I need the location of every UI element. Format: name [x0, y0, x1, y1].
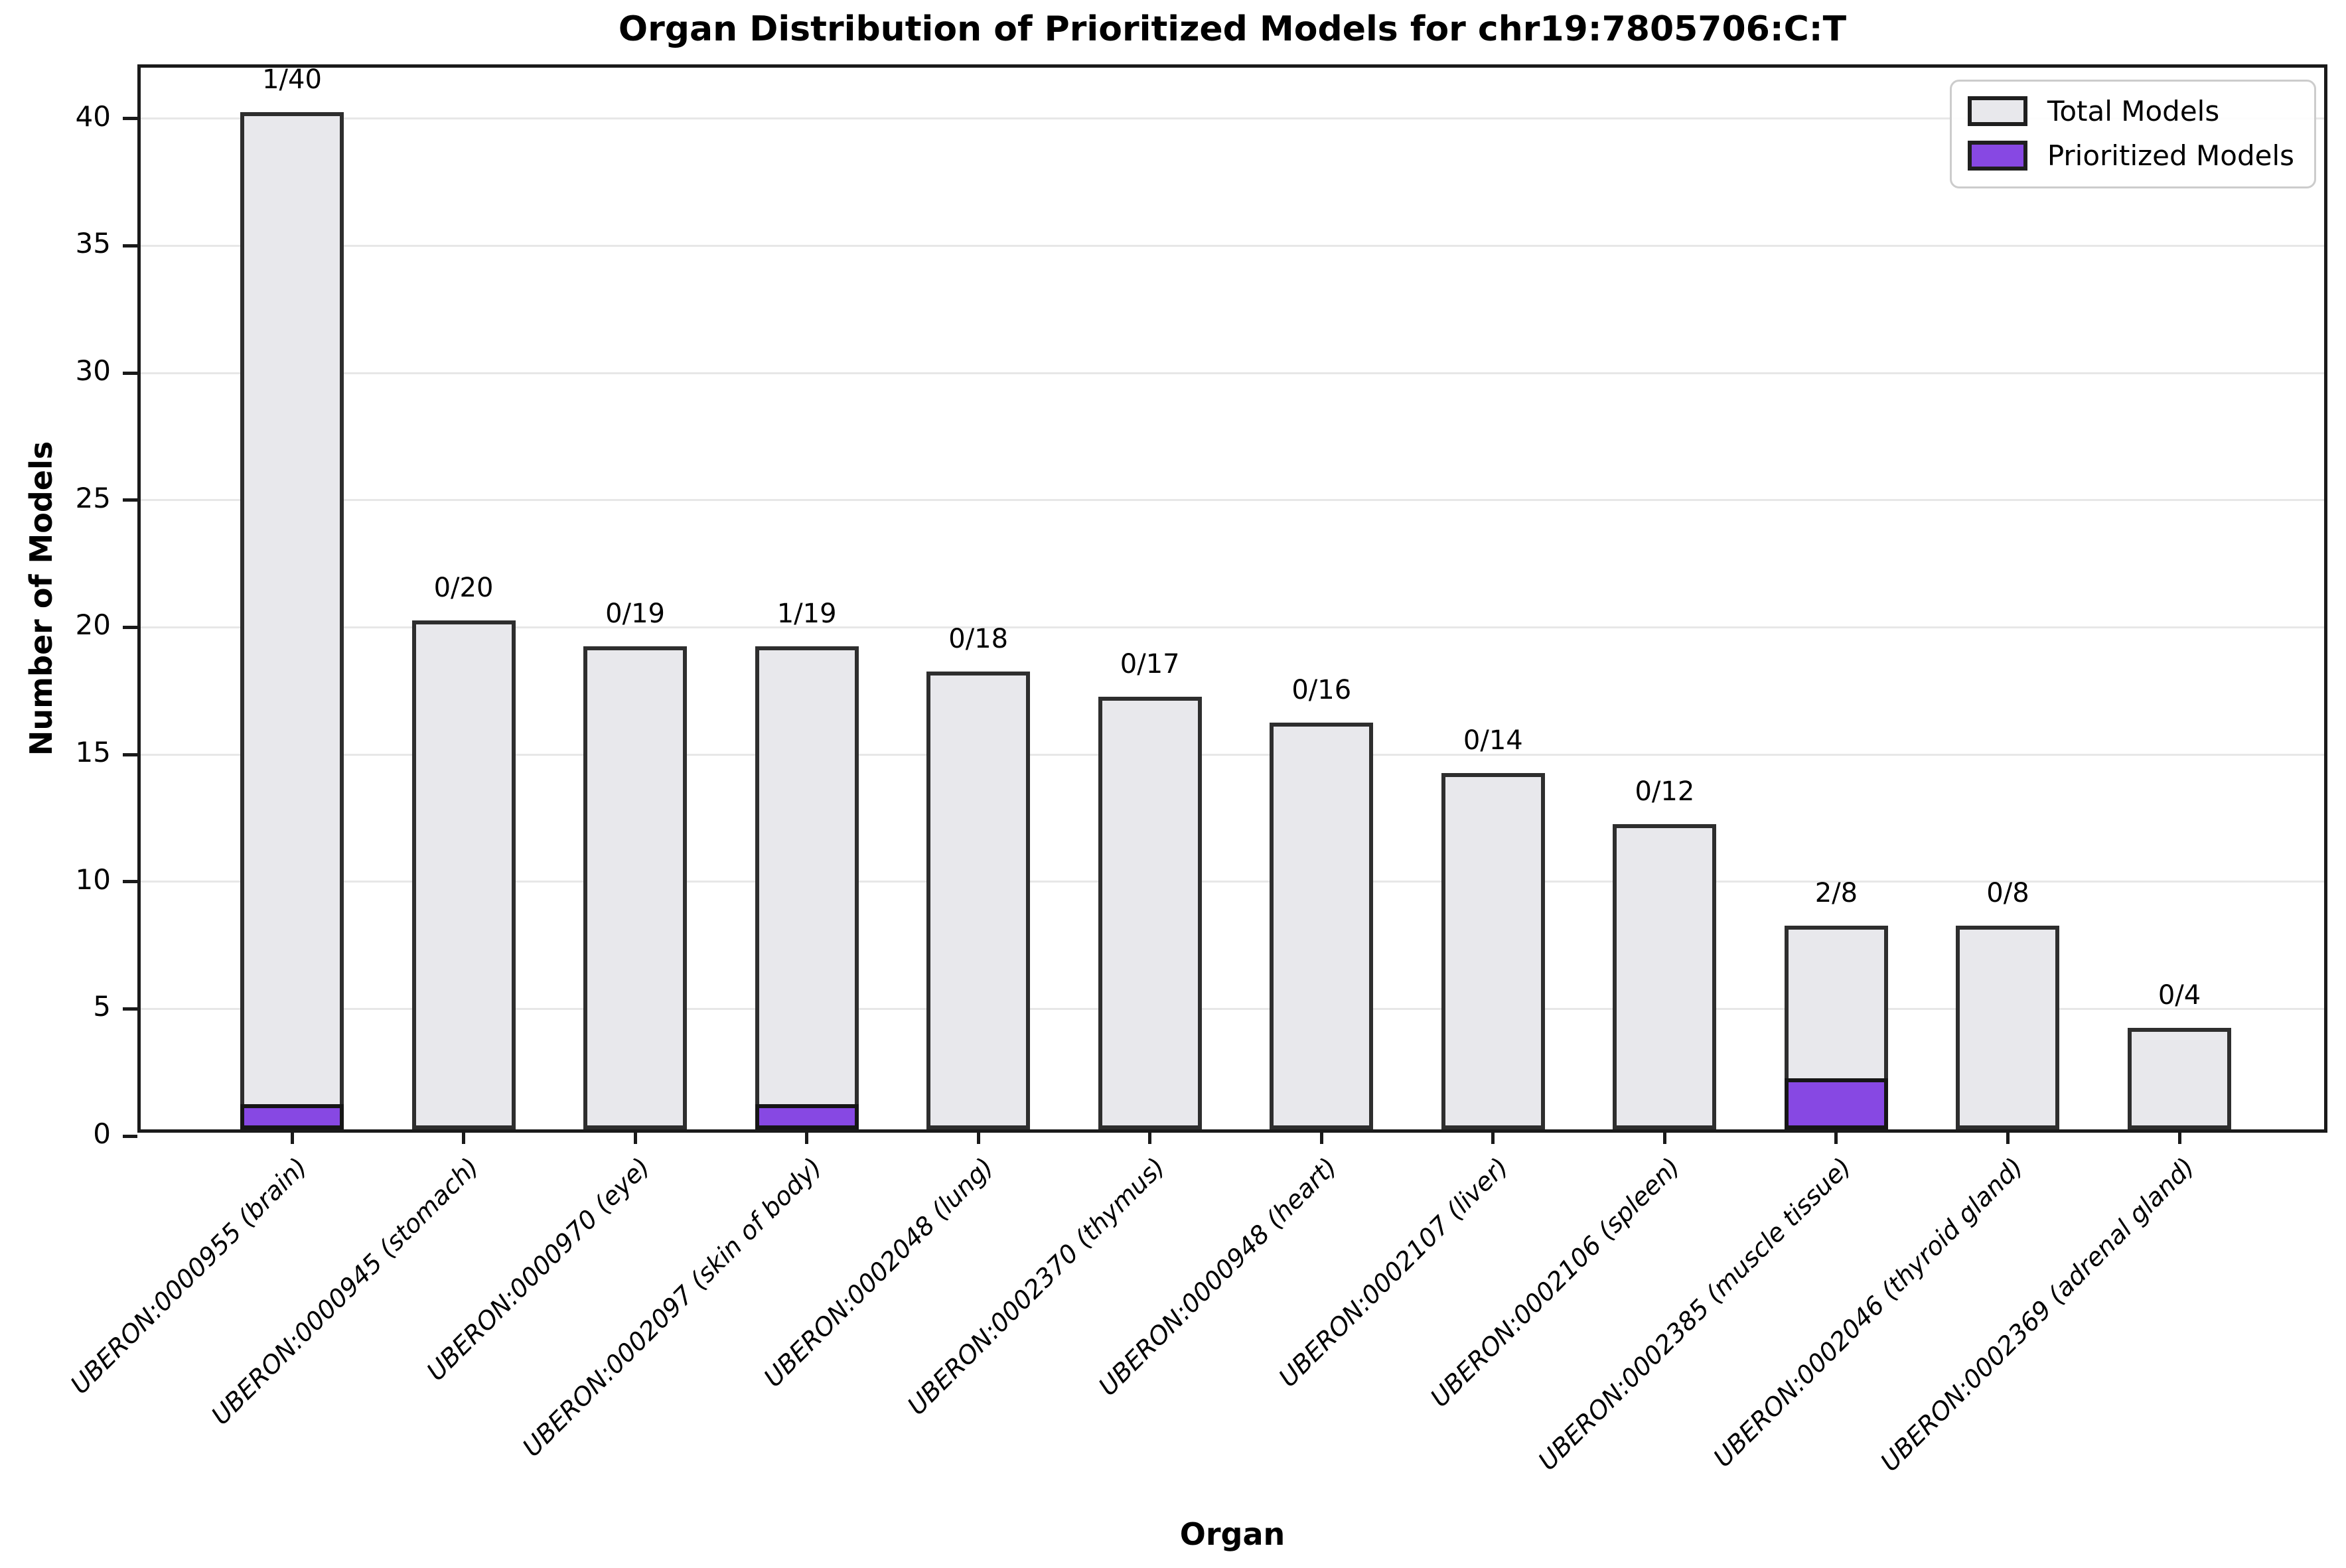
- x-tick-label: UBERON:0002385 (muscle tissue): [1532, 1152, 1858, 1476]
- bar-prioritized-UBERON:0002385: [1784, 1078, 1888, 1129]
- gridline-y-10: [141, 881, 2324, 883]
- bar-value-label: 0/18: [948, 624, 1009, 654]
- legend-entry-total: Total Models: [1967, 95, 2294, 127]
- chart-title: Organ Distribution of Prioritized Models…: [618, 9, 1847, 49]
- bar-value-label: 0/8: [1986, 878, 2029, 909]
- gridline-y-20: [141, 626, 2324, 628]
- y-tick-label-10: 10: [75, 863, 111, 896]
- y-tick-label-20: 20: [75, 608, 111, 642]
- gridline-y-35: [141, 244, 2324, 247]
- bar-total-UBERON:0000945: [411, 620, 516, 1129]
- legend: Total Models Prioritized Models: [1949, 80, 2316, 188]
- bar-value-label: 2/8: [1814, 878, 1858, 909]
- bar-value-label: 0/14: [1463, 725, 1523, 756]
- y-tick-label-35: 35: [75, 227, 111, 260]
- bar-total-UBERON:0002369: [2128, 1027, 2231, 1129]
- x-tick-label: UBERON:0000945 (stomach): [205, 1152, 484, 1431]
- y-tick-15: [123, 752, 137, 756]
- y-tick-label-40: 40: [75, 100, 111, 133]
- y-tick-30: [123, 371, 137, 375]
- bar-value-label: 1/40: [262, 64, 322, 95]
- x-tick-1: [462, 1129, 466, 1144]
- x-axis-label: Organ: [1179, 1516, 1285, 1552]
- y-tick-35: [123, 244, 137, 248]
- y-tick-label-5: 5: [93, 990, 111, 1023]
- plot-area: Total Models Prioritized Models 0 5 10 15 20…: [65, 64, 2327, 1477]
- bar-total-UBERON:0000948: [1270, 722, 1374, 1129]
- bar-value-label: 0/19: [605, 598, 665, 629]
- x-tick-11: [2177, 1129, 2181, 1144]
- x-tick-5: [1148, 1129, 1152, 1144]
- bar-total-UBERON:0000970: [583, 646, 688, 1129]
- x-tick-6: [1319, 1129, 1323, 1144]
- x-tick-8: [1662, 1129, 1666, 1144]
- y-tick-0: [123, 1134, 137, 1138]
- legend-label-prioritized: Prioritized Models: [2047, 139, 2294, 172]
- bar-total-UBERON:0002107: [1441, 773, 1545, 1129]
- bar-value-label: 0/4: [2158, 979, 2201, 1011]
- bar-total-UBERON:0002097: [755, 646, 859, 1129]
- x-tick-7: [1491, 1129, 1495, 1144]
- bar-total-UBERON:0002370: [1098, 697, 1202, 1129]
- y-tick-10: [123, 880, 137, 884]
- gridline-y-40: [141, 117, 2324, 120]
- bar-value-label: 0/12: [1635, 776, 1695, 807]
- x-tick-label: UBERON:0002046 (thyroid gland): [1708, 1152, 2029, 1473]
- y-tick-label-25: 25: [75, 481, 111, 514]
- bar-total-UBERON:0002106: [1613, 824, 1717, 1129]
- bar-value-label: 1/19: [776, 598, 837, 629]
- gridline-y-25: [141, 499, 2324, 502]
- x-tick-9: [1834, 1129, 1838, 1144]
- y-tick-label-0: 0: [93, 1117, 111, 1150]
- x-tick-3: [805, 1129, 809, 1144]
- gridline-y-5: [141, 1007, 2324, 1010]
- y-tick-5: [123, 1007, 137, 1011]
- x-tick-0: [290, 1129, 294, 1144]
- bar-total-UBERON:0002048: [926, 672, 1031, 1129]
- bar-value-label: 0/16: [1291, 674, 1352, 705]
- bar-total-UBERON:0002046: [1956, 926, 2060, 1129]
- legend-entry-prioritized: Prioritized Models: [1967, 139, 2294, 172]
- x-tick-4: [976, 1129, 980, 1144]
- x-tick-label: UBERON:0002369 (adrenal gland): [1875, 1152, 2201, 1478]
- legend-swatch-prioritized: [1967, 141, 2027, 171]
- y-tick-25: [123, 498, 137, 502]
- y-tick-40: [123, 117, 137, 121]
- x-tick-10: [2006, 1129, 2010, 1144]
- legend-label-total: Total Models: [2047, 95, 2220, 127]
- x-tick-2: [633, 1129, 637, 1144]
- bar-value-label: 0/17: [1120, 649, 1180, 680]
- y-tick-20: [123, 625, 137, 629]
- bar-value-label: 0/20: [433, 573, 494, 604]
- x-tick-label: UBERON:0002097 (skin of body): [516, 1152, 828, 1462]
- legend-swatch-total: [1967, 96, 2027, 126]
- y-tick-label-30: 30: [75, 354, 111, 387]
- gridline-y-30: [141, 372, 2324, 374]
- bar-prioritized-UBERON:0000955: [240, 1104, 344, 1129]
- bar-prioritized-UBERON:0002097: [755, 1104, 859, 1129]
- bar-total-UBERON:0000955: [240, 111, 344, 1129]
- gridline-y-15: [141, 753, 2324, 756]
- y-tick-label-15: 15: [75, 736, 111, 768]
